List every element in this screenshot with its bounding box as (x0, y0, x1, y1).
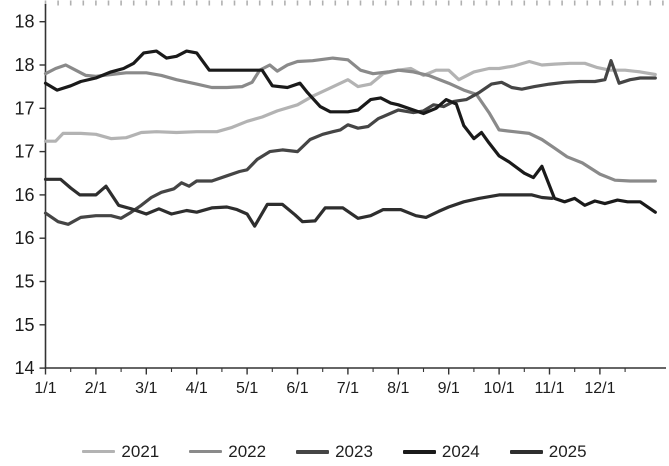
legend-label: 2022 (228, 442, 267, 461)
legend-item-2023: 2023 (296, 443, 373, 460)
series-line-2021 (43, 59, 657, 143)
legend-swatch-2024 (402, 449, 436, 454)
x-tick-label: 1/1 (34, 380, 56, 397)
x-tick-label: 9/1 (438, 380, 460, 397)
y-tick-label: 17 (14, 98, 34, 118)
y-tick-label: 15 (14, 272, 34, 292)
x-tick-label: 12/1 (584, 380, 615, 397)
x-tick-label: 3/1 (135, 380, 157, 397)
x-axis: 1/1 2/1 3/1 4/1 5/1 6/1 7/1 8/1 9/1 10/1 11/1 12/1 (34, 368, 626, 397)
legend-swatch-2022 (189, 450, 223, 453)
y-axis: 18 18 17 17 16 16 15 15 14 (14, 12, 46, 378)
chart-legend: 2021 2022 2023 2024 2025 (0, 443, 669, 460)
plot-area: 18 18 17 17 16 16 15 15 141/1 2/1 3/1 4/1 5/1 6/1 7/1 8… (14, 0, 666, 397)
legend-item-2021: 2021 (82, 443, 159, 460)
y-tick-label: 15 (14, 315, 34, 335)
series-line-2024 (43, 49, 657, 214)
y-tick-label: 18 (14, 12, 34, 32)
legend-item-2024: 2024 (402, 442, 480, 461)
y-tick-label: 14 (14, 358, 34, 378)
legend-swatch-2021 (82, 450, 116, 453)
y-tick-label: 17 (14, 142, 34, 162)
x-tick-label: 5/1 (236, 380, 258, 397)
x-tick-label: 8/1 (387, 380, 409, 397)
legend-item-2022: 2022 (189, 443, 266, 460)
legend-swatch-2025 (509, 449, 543, 454)
legend-label: 2025 (548, 442, 587, 461)
series-lines (43, 49, 657, 228)
legend-label: 2021 (121, 442, 160, 461)
y-tick-label: 16 (14, 185, 34, 205)
legend-label: 2024 (441, 442, 480, 461)
legend-swatch-2023 (296, 449, 330, 454)
series-line-2022 (43, 56, 657, 183)
y-tick-label: 18 (14, 55, 34, 75)
legend-item-2025: 2025 (509, 442, 587, 461)
legend-label: 2023 (335, 442, 373, 461)
top-edge-ticks (44, 0, 664, 6)
x-tick-label: 10/1 (484, 380, 515, 397)
y-tick-label: 16 (14, 228, 34, 248)
series-line-2025 (43, 177, 554, 228)
x-tick-label: 6/1 (286, 380, 308, 397)
x-tick-label: 7/1 (337, 380, 359, 397)
series-line-2023 (43, 59, 657, 226)
x-tick-label: 2/1 (85, 380, 107, 397)
x-tick-label: 4/1 (186, 380, 208, 397)
x-tick-label: 11/1 (535, 380, 565, 397)
